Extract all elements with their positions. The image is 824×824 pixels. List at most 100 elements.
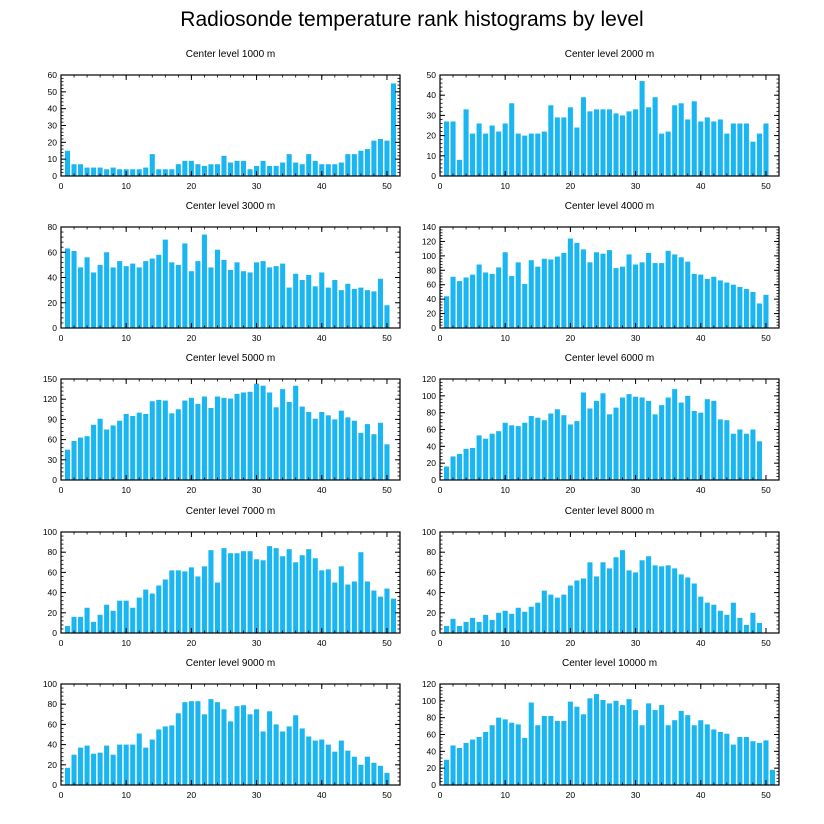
bar	[750, 429, 756, 480]
x-tick-label: 30	[252, 333, 262, 343]
panel-7: Center level 7000 m 0 20 40 60 80 100 0 10 20 30 40…	[43, 506, 401, 648]
x-tick-label: 30	[631, 638, 641, 648]
bar	[606, 414, 613, 480]
y-tick-label: 0	[431, 780, 436, 790]
bar	[678, 574, 684, 633]
bar	[620, 115, 626, 176]
bar	[724, 733, 730, 785]
bar	[463, 109, 469, 176]
bar	[483, 731, 489, 785]
bar	[286, 549, 292, 633]
bar	[704, 278, 710, 328]
bar	[659, 705, 665, 785]
bar	[717, 419, 723, 480]
bar	[639, 81, 645, 176]
bar	[123, 600, 129, 633]
bar	[188, 701, 194, 785]
bar	[71, 164, 77, 176]
bar	[312, 418, 318, 480]
bar	[548, 259, 554, 328]
y-tick-label: 20	[48, 298, 58, 308]
x-tick-label: 10	[121, 181, 131, 191]
bar	[332, 164, 338, 176]
bar	[685, 261, 691, 328]
bar	[443, 466, 450, 480]
bar	[175, 570, 181, 633]
y-tick-label: 30	[48, 455, 58, 465]
bar	[743, 289, 749, 328]
bar	[175, 164, 181, 176]
bar	[201, 714, 207, 785]
bar	[457, 453, 463, 480]
bar	[561, 252, 567, 328]
x-tick-label: 0	[59, 485, 64, 495]
bar	[71, 754, 77, 785]
bar	[110, 425, 116, 480]
bar	[384, 444, 390, 480]
bar	[149, 154, 155, 176]
bar	[299, 406, 305, 480]
bar	[234, 160, 240, 176]
bar	[227, 269, 234, 328]
bar	[260, 261, 266, 328]
bar	[143, 414, 149, 480]
x-tick-label: 40	[696, 333, 706, 343]
bar	[208, 699, 214, 785]
bar	[175, 713, 181, 785]
y-tick-label: 0	[431, 628, 436, 638]
bar	[91, 272, 97, 328]
bar	[104, 252, 110, 328]
panel-2: Center level 2000 m 0 10 20 30 40 50 0 10 20 30 40 5…	[427, 49, 780, 191]
bar	[613, 113, 619, 176]
bar	[91, 424, 97, 480]
bar	[665, 565, 671, 633]
bar	[580, 249, 586, 328]
bar	[64, 449, 71, 480]
panel-title: Center level 4000 m	[565, 201, 655, 212]
bar	[470, 448, 476, 480]
bar	[293, 562, 299, 633]
bar	[535, 133, 541, 176]
bar	[535, 266, 541, 328]
y-tick-label: 30	[48, 121, 58, 131]
bar	[195, 576, 201, 633]
y-tick-label: 80	[48, 547, 58, 557]
bar	[633, 572, 639, 633]
bar	[717, 731, 723, 785]
x-tick-label: 20	[187, 333, 197, 343]
bar	[580, 97, 586, 176]
bar	[743, 123, 749, 176]
x-tick-label: 20	[566, 181, 576, 191]
bar	[97, 614, 103, 633]
bar	[763, 294, 769, 328]
x-tick-label: 0	[438, 790, 443, 800]
bar	[364, 149, 370, 176]
bar	[633, 396, 639, 480]
bar	[293, 715, 299, 785]
bar	[104, 604, 110, 633]
bar	[351, 420, 357, 480]
bar	[241, 271, 247, 328]
bar	[188, 160, 194, 176]
bar	[763, 123, 769, 176]
bar	[476, 435, 482, 480]
x-tick-label: 10	[121, 638, 131, 648]
x-tick-label: 40	[317, 485, 327, 495]
bar	[535, 602, 541, 633]
bar	[561, 594, 567, 633]
bar	[299, 728, 305, 785]
bar	[208, 164, 214, 176]
bar	[620, 705, 626, 785]
bar	[580, 392, 586, 480]
bar	[338, 410, 344, 480]
bar	[698, 720, 704, 785]
bar	[443, 759, 450, 785]
bar	[201, 165, 207, 176]
bar	[730, 433, 736, 480]
bar	[554, 597, 560, 633]
bar	[149, 401, 155, 480]
bar	[711, 729, 717, 785]
bar	[626, 699, 632, 785]
bar	[717, 610, 723, 633]
y-tick-label: 60	[427, 425, 437, 435]
